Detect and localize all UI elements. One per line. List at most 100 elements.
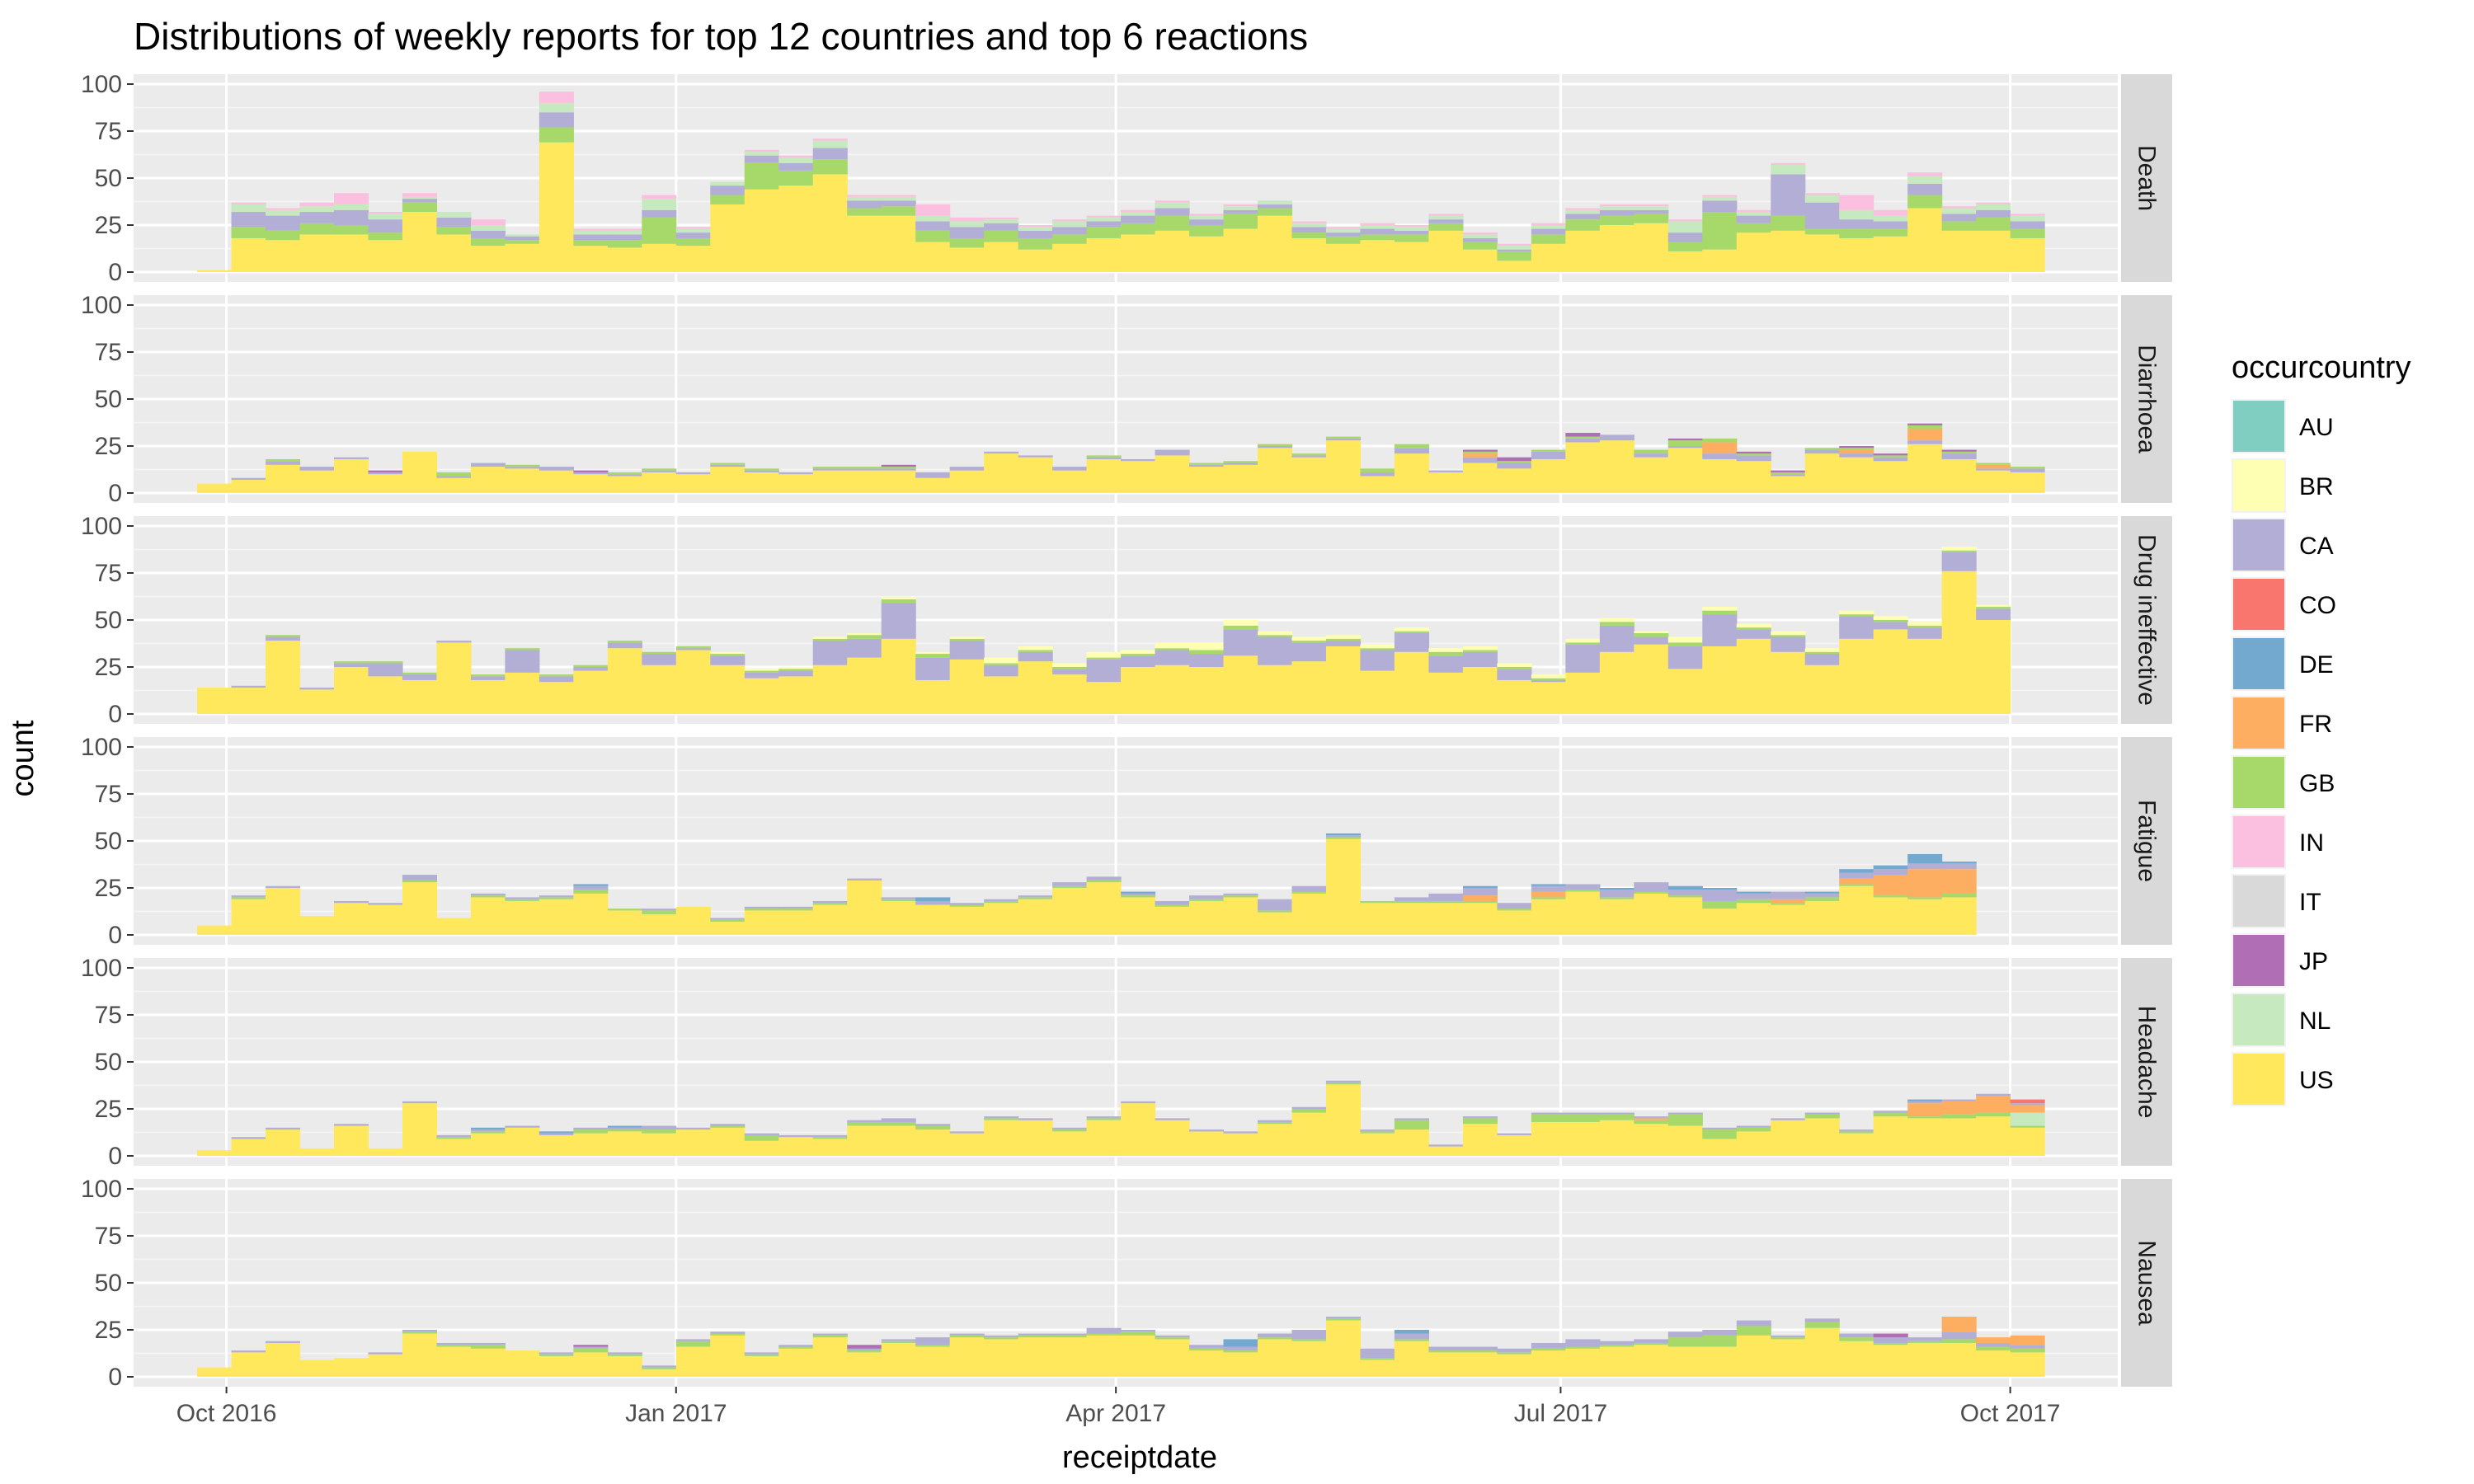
bar-segment-ca — [402, 1101, 438, 1104]
bar-segment-nl — [470, 225, 506, 231]
bar-segment-us — [881, 900, 916, 935]
bar-segment-us — [778, 474, 814, 493]
bar-segment-us — [607, 476, 642, 493]
bar-segment-us — [847, 215, 882, 272]
bar-segment-gb — [505, 464, 540, 467]
bar-segment-gb — [1976, 463, 2011, 465]
bar-segment-gb — [402, 1331, 438, 1334]
bar-segment-nl — [847, 196, 882, 201]
bar-segment-gb — [436, 227, 472, 235]
bar-segment-fr — [1839, 449, 1874, 454]
bar-segment-us — [1634, 223, 1669, 272]
bar-segment-us — [333, 234, 369, 272]
bar-segment-in — [675, 227, 711, 229]
y-tick-label: 100 — [81, 292, 122, 319]
bar-segment-gb — [1839, 614, 1874, 617]
bar-segment-br — [1155, 642, 1190, 649]
bar-segment-us — [505, 243, 540, 272]
bar-segment-gb — [1189, 225, 1225, 237]
bar-segment-us — [1052, 243, 1088, 272]
bar-segment-us — [710, 665, 745, 714]
bar-segment-us — [1325, 243, 1362, 272]
bar-segment-gb — [847, 467, 882, 469]
bar-segment-us — [1771, 476, 1806, 493]
bar-segment-gb — [1702, 610, 1738, 615]
y-tick-label: 50 — [95, 607, 122, 634]
bar-segment-ca — [1497, 1133, 1532, 1135]
bar-segment-ca — [2010, 1103, 2045, 1106]
bar-segment-gb — [1804, 651, 1840, 655]
bar-segment-ca — [1771, 891, 1806, 899]
bar-segment-ca — [1223, 893, 1258, 896]
bar-segment-us — [1976, 1116, 2011, 1156]
bar-segment-in — [299, 202, 335, 207]
bar-segment-us — [1394, 453, 1430, 493]
bar-segment-gb — [1634, 632, 1669, 637]
bar-segment-in — [1223, 204, 1258, 207]
bar-segment-us — [1462, 1124, 1498, 1156]
bar-segment-gb — [1941, 893, 1977, 898]
bar-segment-ca — [949, 1131, 985, 1134]
y-tick-label: 100 — [81, 734, 122, 761]
bar-segment-us — [1599, 899, 1634, 935]
bar-segment-ca — [1599, 625, 1634, 652]
bar-segment-us — [812, 665, 848, 714]
facet-panel: 0 25 50 75 100 Death — [81, 71, 2172, 286]
bar-segment-gb — [1736, 453, 1771, 456]
bar-segment-ca — [642, 1365, 677, 1368]
bar-segment-ca — [1360, 1129, 1395, 1132]
bar-segment-us — [266, 888, 301, 935]
bar-segment-gb — [881, 206, 916, 216]
bar-segment-gb — [1565, 436, 1601, 439]
bar-segment-ca — [2010, 468, 2045, 472]
bar-segment-us — [299, 470, 335, 493]
bar-segment-in — [1531, 223, 1566, 225]
bar-segment-in — [778, 155, 814, 157]
bar-segment-ca — [1018, 1118, 1053, 1120]
facet-strip-label: Death — [2133, 145, 2161, 211]
bar-segment-ca — [1907, 440, 1943, 444]
bar-segment-us — [1804, 1327, 1840, 1377]
bar-segment-ca — [1976, 608, 2011, 620]
bar-segment-ca — [949, 1333, 985, 1336]
bar-segment-ca — [710, 655, 745, 665]
legend-swatch — [2233, 816, 2284, 867]
bar-segment-gb — [402, 202, 438, 213]
bar-segment-nl — [642, 199, 677, 210]
bar-segment-nl — [1052, 221, 1088, 228]
y-tick-label: 0 — [108, 922, 122, 949]
bar-segment-gb — [1155, 215, 1190, 231]
bar-segment-fr — [1907, 429, 1943, 441]
bar-segment-ca — [1702, 453, 1738, 459]
bar-segment-us — [984, 676, 1019, 714]
bar-segment-ca — [505, 1125, 540, 1128]
legend-label: IN — [2299, 829, 2324, 857]
bar-segment-ca — [1086, 659, 1122, 683]
x-tick-label: Oct 2016 — [176, 1400, 277, 1427]
bar-segment-us — [778, 910, 814, 935]
bar-segment-ca — [266, 1127, 301, 1130]
bar-segment-de — [539, 1131, 574, 1134]
bar-segment-br — [1223, 620, 1258, 626]
bar-segment-us — [1428, 672, 1464, 714]
legend-item-us: US — [2232, 1052, 2334, 1106]
bar-segment-ca — [1736, 215, 1771, 223]
bar-segment-us — [1873, 1116, 1908, 1156]
bar-segment-nl — [2010, 1112, 2045, 1126]
y-tick-label: 0 — [108, 1143, 122, 1170]
bar-segment-gb — [539, 127, 574, 143]
bar-segment-de — [1325, 833, 1362, 836]
bar-segment-gb — [1462, 650, 1498, 652]
bar-segment-ca — [1839, 872, 1874, 879]
bar-segment-gb — [1702, 1129, 1738, 1139]
bar-segment-jp — [1873, 453, 1908, 456]
bar-segment-us — [1667, 251, 1703, 272]
bar-segment-gb — [1702, 438, 1738, 443]
bar-segment-in — [1599, 204, 1634, 207]
bar-segment-us — [1086, 1335, 1122, 1377]
bar-segment-ca — [1873, 622, 1908, 630]
bar-segment-ca — [710, 464, 745, 467]
bar-segment-us — [1325, 1320, 1362, 1377]
bar-segment-us — [1771, 651, 1806, 714]
bar-segment-jp — [573, 470, 609, 472]
